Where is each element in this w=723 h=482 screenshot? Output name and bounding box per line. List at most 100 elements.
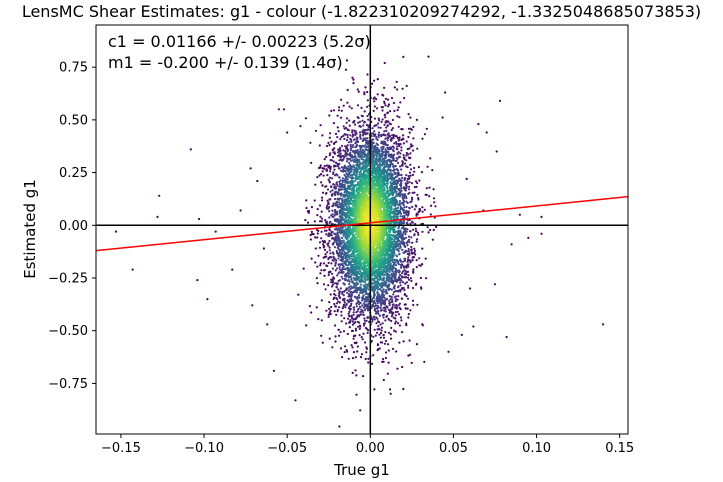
scatter-point [363, 322, 366, 325]
scatter-point [282, 108, 285, 111]
scatter-point [356, 310, 359, 313]
scatter-point [412, 303, 415, 307]
scatter-point [249, 167, 252, 170]
scatter-point [388, 302, 391, 305]
scatter-point [400, 138, 403, 142]
scatter-point [239, 209, 242, 212]
scatter-point [399, 281, 402, 284]
scatter-point [397, 125, 400, 128]
scatter-point [314, 183, 317, 186]
scatter-point [394, 141, 398, 144]
scatter-point [364, 357, 367, 361]
scatter-point [317, 318, 320, 321]
scatter-point [415, 259, 418, 262]
scatter-point [432, 197, 436, 200]
scatter-point [421, 210, 424, 213]
scatter-point [393, 204, 396, 207]
scatter-point [310, 257, 313, 260]
scatter-point [394, 264, 398, 267]
scatter-point [397, 227, 400, 230]
scatter-point [407, 278, 411, 281]
scatter-point [338, 238, 341, 241]
scatter-point [373, 79, 376, 82]
scatter-point [352, 82, 355, 85]
scatter-point [305, 199, 308, 202]
scatter-point [364, 296, 368, 299]
scatter-point [337, 222, 340, 225]
scatter-point [399, 258, 402, 261]
scatter-point [345, 274, 348, 277]
scatter-point [392, 261, 395, 264]
scatter-point [383, 342, 386, 345]
scatter-point [412, 149, 415, 152]
scatter-point [409, 309, 412, 312]
scatter-point [412, 125, 415, 128]
scatter-point [343, 317, 346, 320]
scatter-point [366, 137, 369, 140]
scatter-point [376, 143, 379, 146]
scatter-point [338, 290, 341, 293]
scatter-point [328, 216, 331, 219]
scatter-point [333, 282, 337, 285]
scatter-point [402, 209, 405, 212]
scatter-point [346, 299, 350, 302]
scatter-point [355, 374, 358, 377]
scatter-point [387, 230, 390, 233]
scatter-point [397, 276, 400, 279]
scatter-point [319, 124, 322, 127]
scatter-point [395, 142, 398, 145]
scatter-point [410, 143, 413, 146]
scatter-point [363, 319, 366, 322]
scatter-point [387, 331, 391, 334]
scatter-point [394, 314, 397, 317]
scatter-point [367, 302, 370, 305]
scatter-point [319, 215, 322, 218]
scatter-point [349, 275, 352, 279]
scatter-point [317, 254, 320, 257]
scatter-point [379, 336, 382, 339]
scatter-point [383, 154, 386, 157]
scatter-point [334, 294, 337, 297]
scatter-point [310, 161, 313, 164]
scatter-point [413, 166, 416, 170]
scatter-point [339, 138, 342, 141]
scatter-point [377, 305, 380, 308]
scatter-point [326, 251, 329, 254]
scatter-point [333, 302, 336, 306]
scatter-point [345, 121, 348, 124]
scatter-point [346, 144, 349, 147]
scatter-point [337, 193, 340, 196]
scatter-point [365, 319, 368, 322]
scatter-point [307, 209, 311, 213]
scatter-point [379, 341, 382, 344]
scatter-point [325, 229, 328, 232]
scatter-point [397, 262, 400, 265]
scatter-point [407, 135, 410, 139]
scatter-point [131, 268, 134, 271]
scatter-point [367, 118, 370, 121]
scatter-point [330, 159, 333, 162]
scatter-point [330, 285, 334, 288]
scatter-point [398, 144, 401, 148]
scatter-point [396, 248, 399, 251]
scatter-point [318, 241, 322, 244]
scatter-point [372, 97, 375, 100]
scatter-point [328, 239, 331, 243]
scatter-point [402, 55, 405, 59]
scatter-point [379, 309, 382, 312]
scatter-point [355, 281, 358, 284]
scatter-point [341, 177, 344, 180]
scatter-point [334, 193, 337, 197]
scatter-point [338, 167, 341, 170]
scatter-point [336, 201, 339, 204]
scatter-point [339, 331, 342, 334]
scatter-point [354, 356, 357, 359]
scatter-point [331, 283, 334, 286]
scatter-point [384, 319, 387, 322]
scatter-point [344, 306, 347, 309]
scatter-point [389, 156, 393, 159]
scatter-point [387, 308, 390, 311]
scatter-point [403, 178, 406, 182]
scatter-point [345, 176, 348, 179]
scatter-point [366, 73, 369, 76]
